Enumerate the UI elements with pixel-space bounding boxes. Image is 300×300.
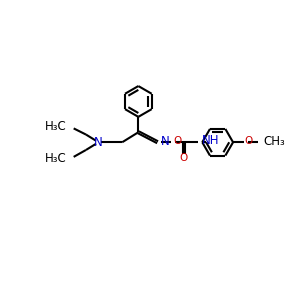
Text: NH: NH bbox=[202, 134, 219, 147]
Text: O: O bbox=[174, 136, 182, 146]
Text: N: N bbox=[94, 136, 103, 149]
Text: O: O bbox=[180, 153, 188, 164]
Text: H₃C: H₃C bbox=[45, 120, 67, 134]
Text: N: N bbox=[161, 135, 170, 148]
Text: O: O bbox=[244, 136, 253, 146]
Text: H₃C: H₃C bbox=[45, 152, 67, 165]
Text: CH₃: CH₃ bbox=[264, 135, 286, 148]
